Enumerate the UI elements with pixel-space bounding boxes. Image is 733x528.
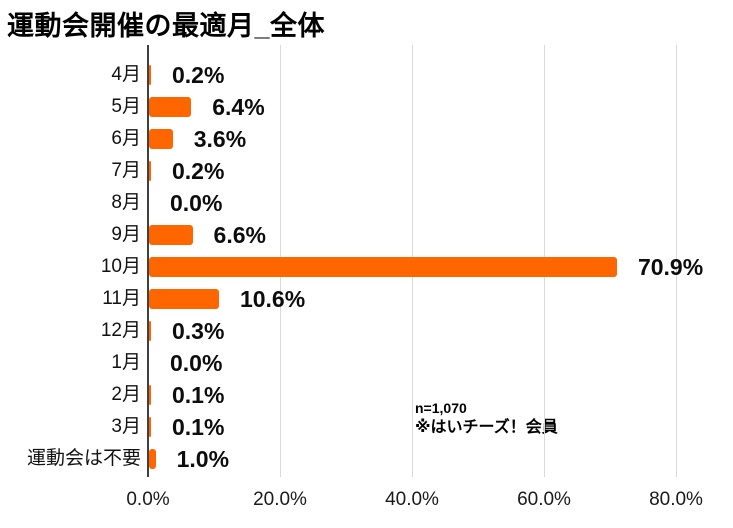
category-label: 8月 (111, 192, 141, 213)
value-label: 0.3% (172, 318, 225, 344)
category-label: 6月 (111, 128, 141, 149)
value-label: 70.9% (637, 254, 704, 280)
value-label: 3.6% (193, 126, 247, 152)
y-axis-line (147, 45, 149, 477)
category-label: 11月 (102, 288, 141, 309)
category-label: 3月 (111, 416, 141, 437)
bar (149, 289, 219, 309)
sample-size-note: n=1,070 (415, 400, 467, 416)
bar (149, 257, 617, 277)
bar (149, 417, 151, 437)
member-note: ※はいチーズ！会員 (415, 419, 558, 436)
bar (149, 161, 151, 181)
value-label: 10.6% (239, 286, 306, 312)
value-label: 1.0% (176, 446, 230, 472)
bar (149, 97, 192, 117)
category-label: 10月 (100, 256, 141, 277)
value-label: 0.0% (170, 350, 223, 376)
value-label: 0.2% (172, 62, 225, 88)
category-label: 4月 (111, 64, 141, 85)
bar (149, 321, 151, 341)
category-label: 7月 (111, 160, 141, 181)
category-label: 5月 (111, 96, 141, 117)
gridline (675, 45, 677, 477)
bar (149, 449, 156, 469)
value-label: 0.0% (170, 190, 223, 216)
category-label: 12月 (100, 320, 141, 341)
value-label: 6.4% (212, 94, 265, 120)
x-axis-tick-label: 0.0% (126, 489, 170, 510)
chart-title: 運動会開催の最適月_全体 (7, 11, 326, 41)
bar (149, 385, 151, 405)
bar (149, 225, 193, 245)
value-label: 6.6% (213, 222, 266, 248)
bar (149, 129, 173, 149)
category-label: 1月 (111, 352, 141, 373)
value-label: 0.2% (172, 158, 225, 184)
x-axis-tick-label: 60.0% (517, 489, 571, 510)
x-axis-tick-label: 40.0% (385, 489, 439, 510)
category-label: 運動会は不要 (26, 448, 141, 469)
value-label: 0.1% (172, 414, 225, 440)
x-axis-tick-label: 80.0% (649, 489, 703, 510)
category-label: 9月 (111, 224, 141, 245)
value-label: 0.1% (172, 382, 225, 408)
category-label: 2月 (111, 384, 141, 405)
x-axis-tick-label: 20.0% (253, 489, 307, 510)
bar (149, 65, 151, 85)
annotation-block: n=1,070 ※はいチーズ！会員 (415, 400, 558, 438)
